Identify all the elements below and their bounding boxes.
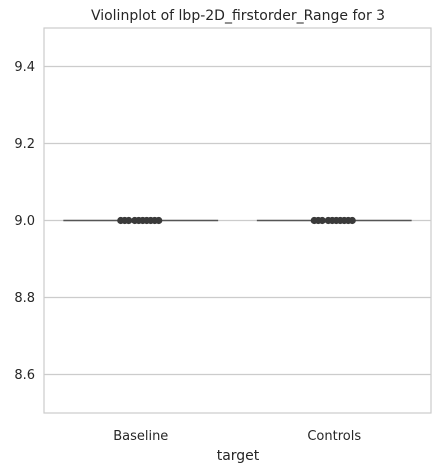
y-tick-label: 9.0 (14, 214, 35, 229)
chart-title: Violinplot of lbp-2D_firstorder_Range fo… (91, 8, 385, 24)
x-tick-label: Baseline (113, 429, 168, 444)
data-point (349, 217, 356, 224)
x-tick-label: Controls (307, 429, 361, 444)
y-axis-ticks: 8.6 8.8 9.0 9.2 9.4 (14, 60, 35, 383)
x-axis-ticks: Baseline Controls (113, 429, 361, 444)
y-tick-label: 9.4 (14, 60, 35, 75)
y-tick-label: 8.6 (14, 368, 35, 383)
data-point (155, 217, 162, 224)
y-tick-label: 9.2 (14, 137, 35, 152)
y-tick-label: 8.8 (14, 291, 35, 306)
x-axis-label: target (217, 448, 260, 464)
